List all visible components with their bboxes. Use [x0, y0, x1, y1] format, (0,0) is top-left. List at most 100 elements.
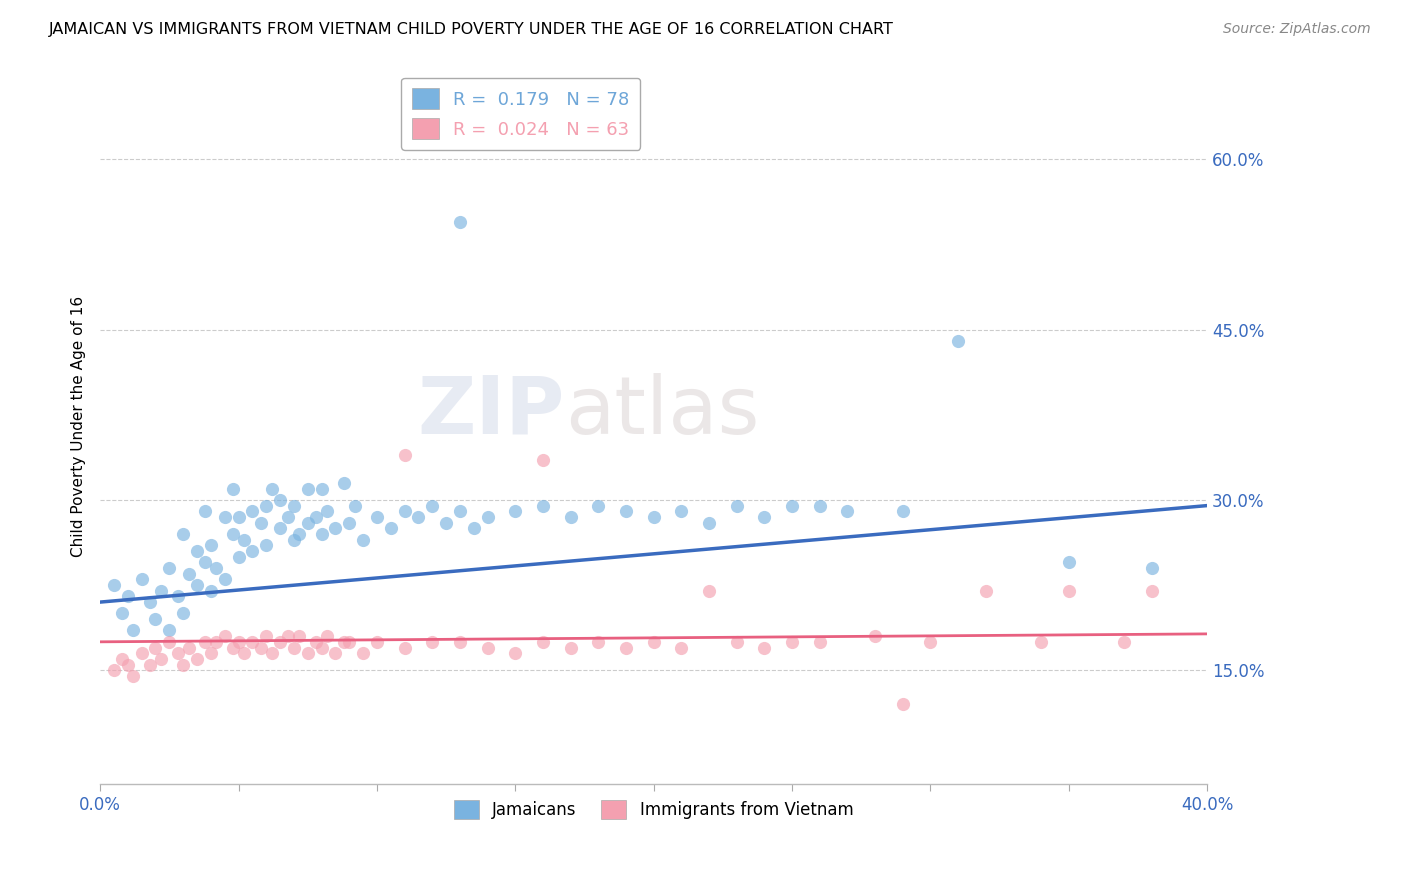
Point: [946, 334, 969, 348]
Point: [145, 640, 167, 655]
Point: [200, 583, 222, 598]
Point: [337, 516, 360, 530]
Point: [477, 640, 499, 655]
Point: [254, 499, 277, 513]
Point: [249, 640, 271, 655]
Point: [891, 504, 914, 518]
Point: [297, 516, 319, 530]
Point: [366, 510, 388, 524]
Point: [920, 635, 942, 649]
Point: [157, 635, 180, 649]
Text: JAMAICAN VS IMMIGRANTS FROM VIETNAM CHILD POVERTY UNDER THE AGE OF 16 CORRELATIO: JAMAICAN VS IMMIGRANTS FROM VIETNAM CHIL…: [49, 22, 894, 37]
Point: [269, 635, 291, 649]
Point: [228, 635, 250, 649]
Point: [325, 521, 347, 535]
Point: [332, 475, 354, 490]
Point: [233, 646, 256, 660]
Point: [117, 590, 139, 604]
Point: [560, 510, 582, 524]
Point: [233, 533, 256, 547]
Point: [671, 504, 693, 518]
Point: [288, 527, 311, 541]
Point: [288, 629, 311, 643]
Point: [214, 510, 236, 524]
Point: [240, 544, 263, 558]
Point: [200, 538, 222, 552]
Point: [172, 657, 194, 672]
Point: [588, 635, 610, 649]
Point: [177, 566, 200, 581]
Text: ZIP: ZIP: [418, 373, 565, 450]
Point: [449, 504, 471, 518]
Point: [754, 640, 776, 655]
Point: [222, 527, 245, 541]
Point: [240, 635, 263, 649]
Point: [808, 635, 831, 649]
Point: [131, 573, 153, 587]
Point: [697, 516, 720, 530]
Point: [643, 510, 665, 524]
Point: [166, 590, 188, 604]
Point: [305, 510, 328, 524]
Point: [249, 516, 271, 530]
Point: [139, 657, 162, 672]
Point: [222, 640, 245, 655]
Point: [449, 635, 471, 649]
Point: [337, 635, 360, 649]
Point: [316, 629, 339, 643]
Y-axis label: Child Poverty Under the Age of 16: Child Poverty Under the Age of 16: [72, 295, 86, 557]
Point: [837, 504, 859, 518]
Point: [420, 635, 443, 649]
Point: [194, 555, 217, 569]
Point: [974, 583, 997, 598]
Point: [394, 448, 416, 462]
Point: [103, 663, 125, 677]
Point: [145, 612, 167, 626]
Point: [111, 652, 134, 666]
Point: [254, 538, 277, 552]
Point: [269, 521, 291, 535]
Point: [139, 595, 162, 609]
Point: [283, 640, 305, 655]
Point: [366, 635, 388, 649]
Point: [186, 578, 208, 592]
Point: [177, 640, 200, 655]
Point: [122, 624, 145, 638]
Point: [449, 215, 471, 229]
Point: [283, 533, 305, 547]
Point: [1057, 555, 1080, 569]
Point: [725, 499, 748, 513]
Point: [186, 544, 208, 558]
Point: [420, 499, 443, 513]
Point: [352, 533, 374, 547]
Point: [254, 629, 277, 643]
Point: [200, 646, 222, 660]
Point: [172, 527, 194, 541]
Point: [394, 504, 416, 518]
Point: [205, 635, 228, 649]
Point: [1057, 583, 1080, 598]
Point: [157, 624, 180, 638]
Point: [503, 646, 526, 660]
Point: [352, 646, 374, 660]
Point: [117, 657, 139, 672]
Point: [560, 640, 582, 655]
Point: [780, 499, 803, 513]
Point: [1140, 583, 1163, 598]
Point: [260, 646, 283, 660]
Point: [214, 629, 236, 643]
Point: [531, 453, 554, 467]
Point: [394, 640, 416, 655]
Point: [240, 504, 263, 518]
Point: [297, 646, 319, 660]
Point: [614, 504, 637, 518]
Point: [311, 527, 333, 541]
Point: [111, 607, 134, 621]
Text: atlas: atlas: [565, 373, 759, 450]
Point: [214, 573, 236, 587]
Point: [503, 504, 526, 518]
Point: [228, 510, 250, 524]
Point: [408, 510, 430, 524]
Point: [186, 652, 208, 666]
Legend: Jamaicans, Immigrants from Vietnam: Jamaicans, Immigrants from Vietnam: [447, 793, 860, 825]
